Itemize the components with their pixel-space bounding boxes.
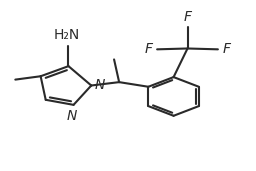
Text: N: N [67, 109, 78, 123]
Text: N: N [94, 78, 105, 92]
Text: F: F [184, 10, 191, 24]
Text: F: F [222, 42, 230, 56]
Text: H₂N: H₂N [54, 28, 80, 42]
Text: F: F [145, 42, 153, 56]
